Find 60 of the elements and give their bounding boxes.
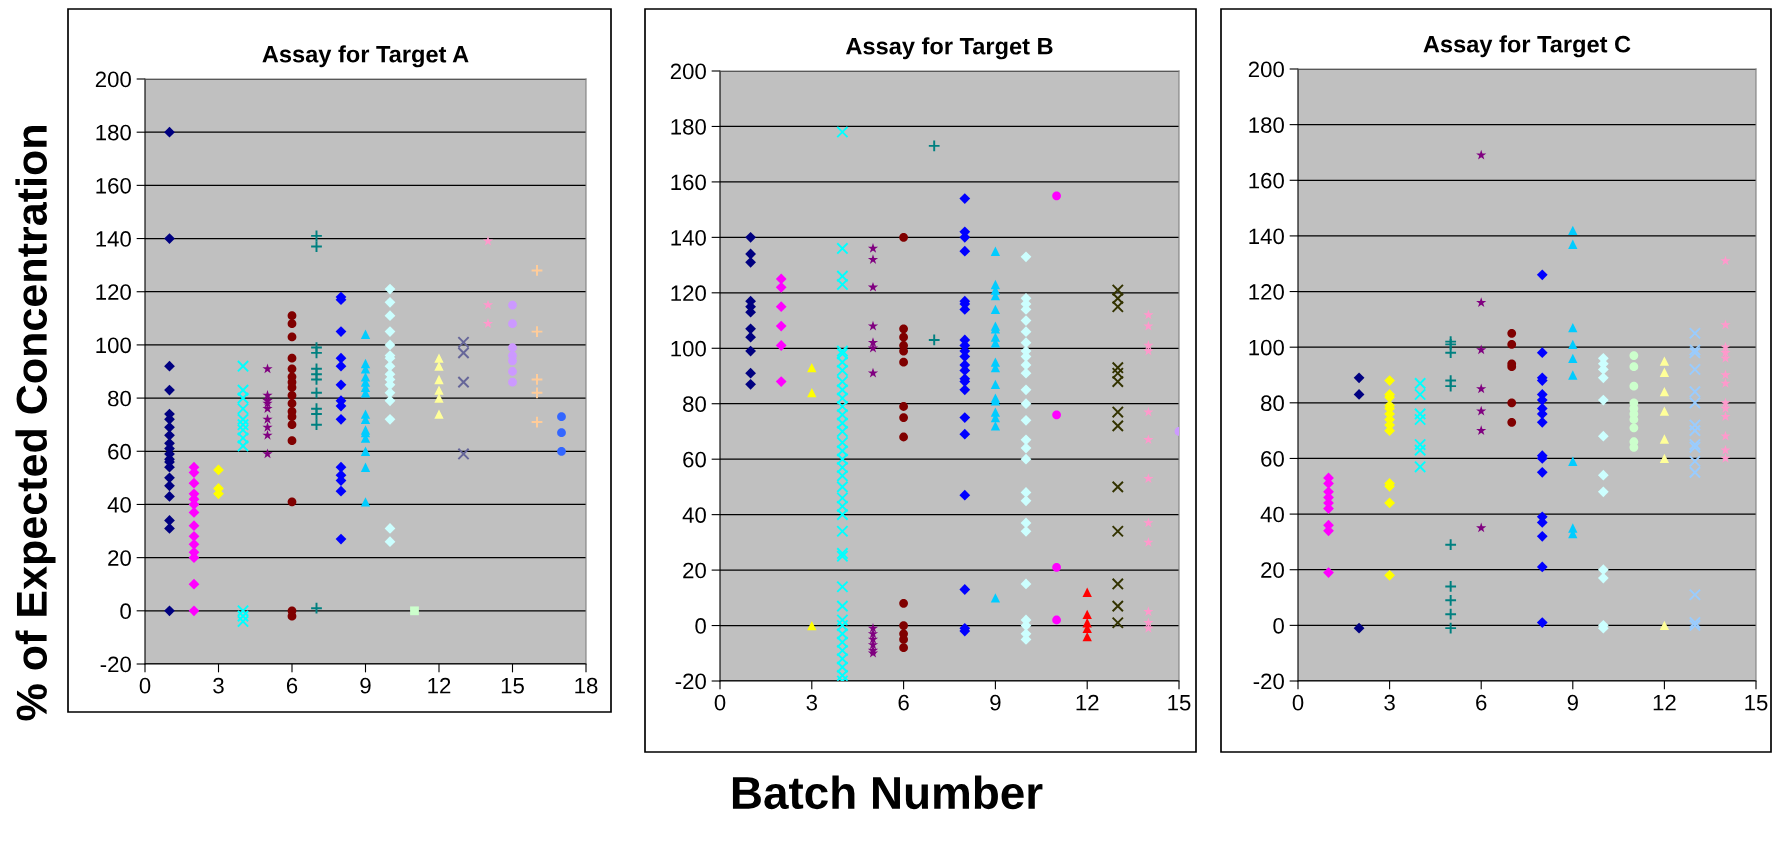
y-tick-label: 80: [108, 390, 131, 407]
y-tick-label: 60: [683, 451, 706, 468]
y-tick-label: 20: [1261, 562, 1284, 578]
y-axis-title: % of Expected Concentration: [15, 126, 56, 721]
x-axis-title: Batch Number: [732, 775, 1043, 810]
x-tick-label: 18: [575, 677, 598, 694]
x-tick-label: 6: [286, 677, 298, 694]
y-tick-label: 80: [683, 396, 706, 412]
x-tick-label: 0: [139, 677, 151, 694]
chart-title: Assay for Target A: [262, 45, 469, 68]
x-tick-label: 3: [1384, 694, 1395, 711]
y-tick-label: 180: [671, 118, 706, 135]
y-tick-label: 100: [671, 340, 706, 357]
y-tick-label: 140: [96, 231, 131, 247]
y-tick-label: 160: [1249, 172, 1284, 189]
y-tick-label: 100: [1249, 339, 1284, 356]
y-tick-label: -20: [1253, 673, 1284, 690]
x-tick-label: 9: [990, 694, 1001, 711]
y-tick-label: 200: [1248, 61, 1284, 78]
x-tick-label: 0: [714, 694, 726, 711]
y-tick-label: 120: [1249, 284, 1284, 300]
y-tick-label: 120: [96, 284, 131, 300]
y-tick-label: -20: [100, 656, 131, 673]
x-tick-label: 6: [1476, 694, 1487, 711]
y-tick-label: 20: [683, 562, 706, 579]
x-tick-label: 12: [1076, 694, 1099, 711]
y-tick-label: 160: [671, 174, 706, 191]
x-tick-label: 0: [1292, 694, 1304, 711]
y-tick-label: 200: [670, 63, 706, 80]
y-tick-label: 80: [1261, 395, 1284, 412]
x-tick-label: 15: [1168, 695, 1191, 711]
y-tick-label: 100: [96, 337, 131, 354]
y-tick-label: 20: [108, 550, 131, 566]
chart-title: Assay for Target C: [1423, 35, 1631, 58]
x-tick-label: 15: [1745, 695, 1768, 711]
x-tick-label: 15: [501, 678, 524, 694]
y-tick-label: 40: [107, 496, 131, 513]
y-tick-label: 40: [1260, 506, 1284, 523]
y-tick-label: -20: [675, 673, 706, 690]
y-tick-label: 40: [682, 507, 706, 523]
y-tick-label: 0: [1273, 617, 1284, 634]
x-tick-label: 9: [360, 677, 371, 694]
x-tick-label: 9: [1567, 694, 1578, 711]
x-tick-label: 12: [1653, 694, 1676, 711]
y-tick-label: 180: [96, 124, 131, 141]
chart-title: Assay for Target B: [845, 37, 1053, 60]
y-tick-label: 0: [695, 618, 706, 634]
y-tick-label: 180: [1249, 117, 1284, 133]
y-tick-label: 140: [1249, 228, 1284, 245]
y-tick-label: 60: [108, 443, 131, 460]
x-tick-label: 3: [213, 677, 224, 694]
y-tick-label: 0: [120, 603, 131, 620]
y-tick-label: 60: [1261, 450, 1284, 467]
x-tick-label: 6: [898, 694, 909, 711]
y-tick-label: 140: [671, 229, 706, 246]
y-tick-label: 160: [96, 177, 131, 194]
x-tick-label: 12: [428, 677, 451, 694]
y-tick-label: 120: [671, 285, 706, 302]
x-tick-label: 3: [806, 694, 817, 711]
y-tick-label: 200: [95, 71, 131, 88]
